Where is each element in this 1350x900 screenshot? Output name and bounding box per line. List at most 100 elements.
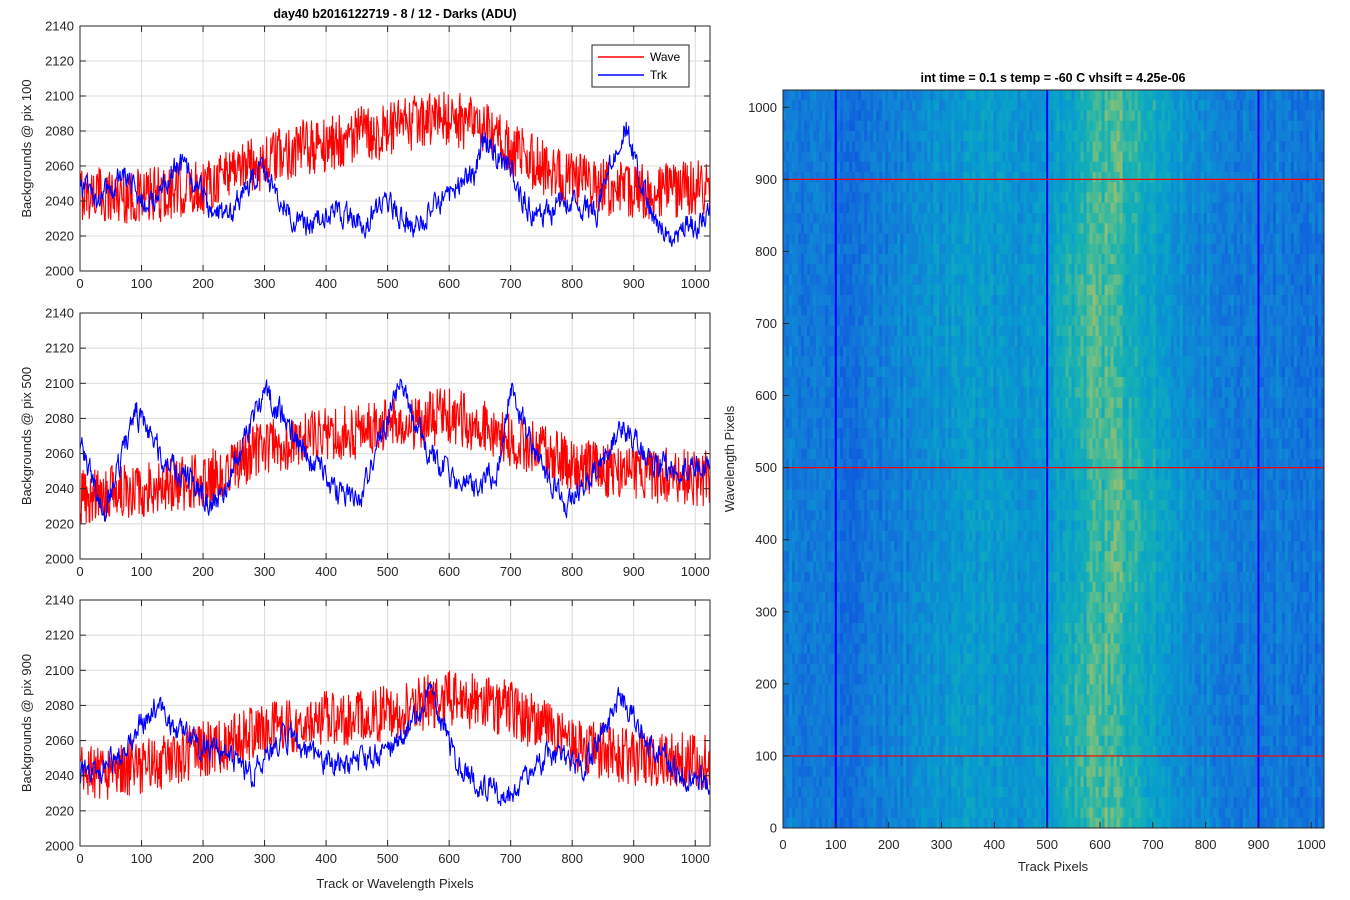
heatmap-cell [1263,336,1268,347]
heatmap-cell [840,213,844,224]
heatmap-cell [1134,161,1139,173]
heatmap-cell [846,110,850,122]
heatmap-cell [1260,305,1265,316]
heatmap-cell [807,120,811,132]
heatmap-cell [1287,202,1292,214]
heatmap-cell [822,295,826,306]
heatmap-cell [1203,100,1208,111]
heatmap-cell [969,264,973,275]
heatmap-cell [1041,274,1045,286]
heatmap-cell [801,213,805,224]
heatmap-cell [810,192,814,204]
heatmap-cell [816,325,820,337]
heatmap-cell [1137,305,1142,316]
heatmap-cell [840,243,844,255]
heatmap-cell [1161,264,1166,275]
heatmap-cell [984,315,988,327]
heatmap-cell [1320,295,1325,306]
heatmap-cell [855,151,859,163]
heatmap-cell [870,110,874,122]
heatmap-cell [1194,131,1199,142]
heatmap-cell [1314,161,1319,173]
heatmap-cell [1050,305,1054,316]
heatmap-cell [1083,100,1087,111]
heatmap-cell [858,295,862,306]
heatmap-cell [945,305,949,316]
heatmap-cell [969,110,973,122]
heatmap-cell [1152,315,1157,327]
heatmap-cell [1080,233,1084,245]
heatmap-cell [1287,233,1292,245]
heatmap-cell [789,90,793,101]
heatmap-cell [1236,274,1241,286]
heatmap-cell [849,356,853,368]
heatmap-cell [1059,172,1063,183]
heatmap-cell [1251,223,1256,234]
heatmap-cell [855,223,859,234]
heatmap-cell [990,182,994,193]
heatmap-cell [1233,151,1238,163]
heatmap-cell [1086,284,1090,296]
heatmap-cell [1083,120,1087,132]
heatmap-cell [1272,131,1277,142]
heatmap-cell [1251,120,1256,132]
heatmap-cell [1062,151,1066,163]
heatmap-cell [1281,315,1286,327]
heatmap-cell [1194,161,1199,173]
heatmap-cell [1290,274,1295,286]
y-tick-label: 2000 [45,839,74,854]
heatmap-cell [942,131,946,142]
heatmap-cell [987,284,991,296]
heatmap-cell [1110,336,1115,347]
x-tick-label: 800 [561,276,583,291]
heatmap-cell [1131,90,1136,101]
heatmap-cell [1080,110,1084,122]
heatmap-cell [1080,172,1084,183]
heatmap-cell [1089,131,1093,142]
heatmap-cell [876,151,880,163]
heatmap-cell [951,161,955,173]
heatmap-cell [1110,100,1115,111]
heatmap-cell [1209,274,1214,286]
heatmap-cell [1146,315,1151,327]
heatmap-cell [852,151,856,163]
heatmap-cell [1314,223,1319,234]
heatmap-cell [1272,325,1277,337]
heatmap-cell [903,161,907,173]
heatmap-cell [1146,131,1151,142]
heatmap-cell [885,325,889,337]
heatmap-cell [1119,305,1124,316]
heatmap-cell [807,274,811,286]
heatmap-cell [816,120,820,132]
x-tick-label: 900 [623,564,645,579]
heatmap-cell [1194,284,1199,296]
heatmap-cell [1278,264,1283,275]
heatmap-cell [987,110,991,122]
heatmap-cell [828,131,832,142]
heatmap-cell [1089,243,1093,255]
heatmap-cell [1053,90,1057,101]
heatmap-cell [882,100,886,111]
heatmap-cell [1284,223,1289,234]
heatmap-cell [783,315,787,327]
heatmap-cell [1242,233,1247,245]
heatmap-cell [819,182,823,193]
heatmap-cell [1233,141,1238,152]
heatmap-cell [981,264,985,275]
heatmap-cell [1173,182,1178,193]
heatmap-cell [1203,110,1208,122]
heatmap-cell [1143,315,1148,327]
heatmap-cell [1284,151,1289,163]
heatmap-cell [1167,110,1172,122]
heatmap-cell [1269,182,1274,193]
heatmap-cell [798,315,802,327]
heatmap-cell [1218,284,1223,296]
heatmap-cell [804,346,808,357]
heatmap-cell [993,161,997,173]
heatmap-cell [1287,172,1292,183]
heatmap-cell [1164,192,1169,204]
heatmap-cell [1167,233,1172,245]
heatmap-cell [1146,305,1151,316]
heatmap-cell [960,233,964,245]
heatmap-cell [1206,254,1211,265]
